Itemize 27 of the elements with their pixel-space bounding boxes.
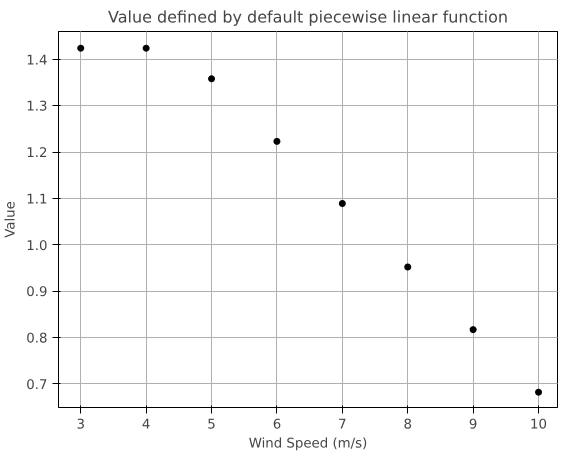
y-tick-label: 1.2 — [26, 146, 48, 162]
point — [142, 44, 150, 52]
x-tick-label: 3 — [76, 418, 85, 432]
y-axis-title: Value — [3, 201, 18, 238]
point — [273, 138, 280, 145]
x-tick-label: 7 — [338, 418, 347, 432]
point — [470, 326, 477, 334]
y-tick-label: 1.0 — [26, 238, 48, 254]
y-tick-label: 1.3 — [26, 100, 48, 115]
point — [77, 44, 84, 52]
x-tick-label: 4 — [142, 418, 150, 432]
x-tick-label: 8 — [403, 418, 412, 432]
chart-title: Value defined by default piecewise linear function — [108, 8, 508, 26]
y-tick-label: 0.9 — [26, 285, 48, 300]
y-tick-label: 1.4 — [26, 53, 48, 68]
point — [404, 264, 412, 271]
x-axis-title: Wind Speed (m/s) — [248, 436, 368, 452]
x-tick-label: 10 — [530, 418, 548, 432]
point — [535, 388, 542, 396]
x-tick-label: 5 — [207, 418, 216, 432]
y-tick-label: 0.8 — [26, 331, 48, 346]
point — [338, 200, 346, 207]
x-tick-label: 6 — [272, 418, 282, 432]
point — [208, 75, 216, 82]
y-tick-label: 1.1 — [26, 192, 48, 208]
y-tick-label: 0.7 — [26, 378, 48, 393]
x-tick-label: 9 — [468, 418, 478, 432]
